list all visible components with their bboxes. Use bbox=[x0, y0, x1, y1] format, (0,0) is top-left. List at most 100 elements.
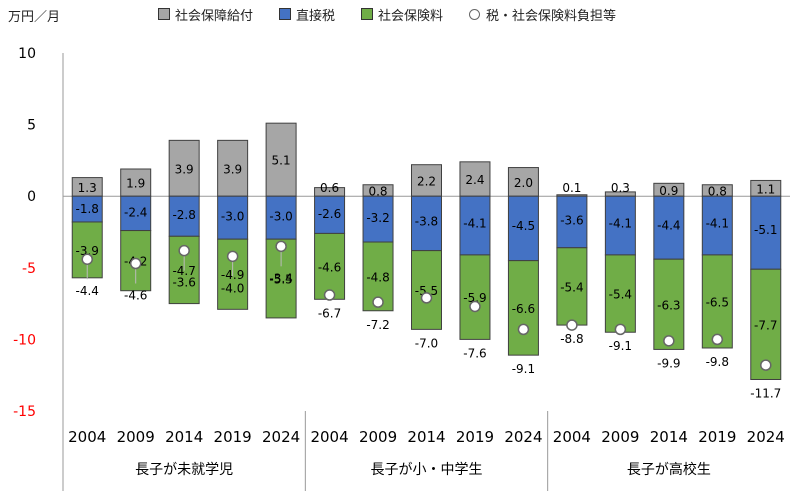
data-label-benefits: 3.9 bbox=[223, 162, 242, 176]
data-label-social-insurance: -3.9 bbox=[76, 244, 99, 258]
x-tick-label: 2014 bbox=[407, 428, 445, 446]
marker-burden bbox=[129, 257, 142, 270]
legend-item-direct-tax: 直接税 bbox=[279, 5, 335, 24]
data-label-social-insurance: -4.6 bbox=[318, 260, 341, 274]
x-tick-label: 2004 bbox=[68, 428, 106, 446]
data-label-social-insurance: -4.8 bbox=[366, 270, 389, 284]
data-label-burden: -3.4 bbox=[269, 271, 292, 285]
data-label-benefits: 1.3 bbox=[78, 181, 97, 195]
data-label-benefits: 0.3 bbox=[611, 181, 630, 195]
data-label-burden: -3.6 bbox=[172, 276, 195, 290]
marker-burden bbox=[372, 296, 384, 308]
x-tick-label: 2019 bbox=[456, 428, 494, 446]
x-tick-label: 2019 bbox=[698, 428, 736, 446]
data-label-direct-tax: -2.4 bbox=[124, 206, 147, 220]
x-tick-label: 2009 bbox=[117, 428, 155, 446]
group-label: 長子が高校生 bbox=[627, 461, 711, 478]
data-label-benefits: 0.6 bbox=[320, 181, 339, 195]
data-label-benefits: 2.4 bbox=[465, 173, 484, 187]
group-label: 長子が小・中学生 bbox=[371, 462, 483, 478]
data-label-direct-tax: -2.8 bbox=[172, 208, 195, 222]
data-label-burden: -9.9 bbox=[657, 356, 680, 370]
data-label-burden: -9.8 bbox=[706, 355, 729, 369]
x-tick-label: 2019 bbox=[214, 428, 252, 446]
bar-social-insurance bbox=[507, 260, 539, 356]
x-tick-label: 2004 bbox=[310, 428, 348, 446]
bar-benefits bbox=[265, 122, 297, 197]
data-label-direct-tax: -4.1 bbox=[706, 217, 729, 231]
data-label-direct-tax: -3.6 bbox=[560, 213, 583, 227]
data-label-direct-tax: -4.4 bbox=[657, 219, 680, 233]
bar-social-insurance bbox=[604, 254, 636, 333]
marker-burden bbox=[81, 253, 93, 265]
y-tick-label: 0 bbox=[27, 189, 36, 205]
bar-benefits bbox=[217, 139, 249, 197]
bar-benefits bbox=[120, 168, 152, 197]
marker-burden bbox=[323, 289, 336, 301]
data-label-burden: -8.8 bbox=[560, 332, 583, 346]
data-label-burden: -7.2 bbox=[366, 318, 389, 332]
bar-direct-tax bbox=[265, 195, 297, 240]
marker-burden bbox=[711, 333, 724, 346]
bar-direct-tax bbox=[459, 195, 491, 256]
data-label-burden: -4.0 bbox=[221, 281, 244, 295]
bar-benefits bbox=[168, 139, 200, 197]
y-tick-label: 10 bbox=[18, 46, 36, 62]
data-label-benefits: 2.0 bbox=[514, 176, 533, 190]
y-tick-label: -10 bbox=[13, 332, 36, 348]
data-label-burden: -7.6 bbox=[463, 346, 486, 360]
bar-direct-tax bbox=[507, 195, 539, 262]
data-label-direct-tax: -4.1 bbox=[609, 217, 632, 231]
data-label-burden: -9.1 bbox=[609, 339, 632, 353]
data-label-benefits: 2.2 bbox=[417, 174, 436, 188]
data-label-burden: -7.0 bbox=[415, 336, 438, 350]
bar-direct-tax bbox=[168, 195, 200, 237]
marker-burden bbox=[760, 359, 772, 371]
legend-label: 税・社会保険料負担等 bbox=[486, 8, 617, 24]
bar-social-insurance bbox=[459, 254, 491, 340]
data-label-burden: -11.7 bbox=[750, 386, 781, 400]
x-tick-label: 2009 bbox=[601, 428, 639, 446]
bar-social-insurance bbox=[265, 238, 297, 319]
bar-direct-tax bbox=[653, 195, 685, 260]
data-label-burden: -4.6 bbox=[124, 289, 147, 303]
data-label-benefits: 0.8 bbox=[708, 184, 727, 198]
data-label-social-insurance: -5.9 bbox=[463, 291, 486, 305]
data-label-direct-tax: -4.5 bbox=[512, 219, 535, 233]
bar-social-insurance bbox=[411, 250, 442, 330]
data-label-social-insurance: -5.5 bbox=[415, 284, 438, 298]
data-label-social-insurance: -6.5 bbox=[706, 295, 729, 309]
marker-burden bbox=[275, 240, 287, 253]
legend-label: 社会保険料 bbox=[378, 8, 444, 24]
x-tick-label: 2014 bbox=[650, 428, 688, 446]
gray-square-icon bbox=[158, 8, 170, 20]
x-tick-label: 2024 bbox=[504, 428, 542, 446]
data-label-benefits: 1.1 bbox=[756, 182, 775, 196]
data-label-benefits: 0.8 bbox=[368, 184, 387, 198]
data-label-benefits: 3.9 bbox=[175, 162, 194, 176]
unit-label: 万円／月 bbox=[8, 10, 61, 25]
legend-item-social-benefits: 社会保障給付 bbox=[158, 5, 253, 24]
data-label-direct-tax: -3.2 bbox=[366, 211, 389, 225]
data-label-burden: -9.1 bbox=[512, 362, 535, 376]
marker-burden bbox=[614, 323, 627, 336]
bar-social-insurance bbox=[701, 254, 733, 349]
legend-label: 直接税 bbox=[296, 8, 336, 24]
data-label-benefits: 0.9 bbox=[659, 184, 678, 198]
bar-direct-tax bbox=[701, 195, 733, 256]
marker-burden bbox=[469, 300, 481, 313]
bar-benefits bbox=[507, 167, 539, 197]
legend-label: 社会保障給付 bbox=[175, 8, 254, 24]
bar-social-insurance bbox=[653, 258, 685, 350]
data-label-social-insurance: -4.9 bbox=[221, 268, 244, 282]
bar-direct-tax bbox=[120, 195, 152, 232]
bar-direct-tax bbox=[362, 195, 394, 243]
x-tick-label: 2009 bbox=[359, 428, 397, 446]
data-label-burden: -6.7 bbox=[318, 306, 341, 320]
marker-burden bbox=[420, 292, 433, 304]
data-label-direct-tax: -1.8 bbox=[76, 202, 99, 216]
data-label-benefits: 0.1 bbox=[562, 181, 581, 195]
data-label-direct-tax: -5.1 bbox=[754, 223, 777, 237]
legend-item-burden-marker: 税・社会保険料負担等 bbox=[469, 5, 616, 24]
